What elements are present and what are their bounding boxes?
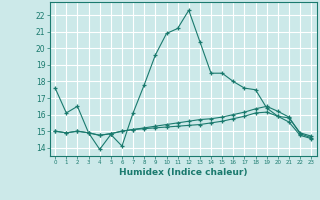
X-axis label: Humidex (Indice chaleur): Humidex (Indice chaleur) <box>119 168 247 177</box>
